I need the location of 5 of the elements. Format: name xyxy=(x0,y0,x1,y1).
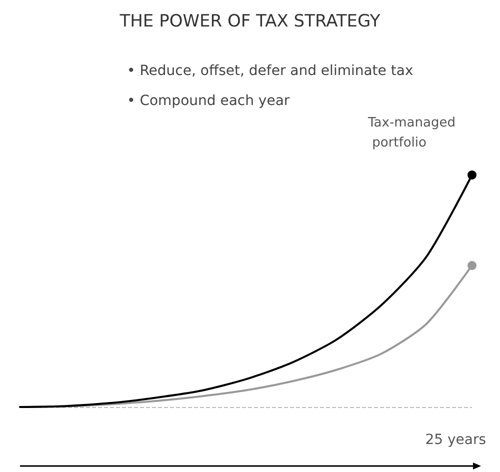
text: • Compound each year xyxy=(127,93,290,109)
chart-title: THE POWER OF TAX STRATEGY xyxy=(118,12,381,32)
text: • Reduce, offset, defer and eliminate tax xyxy=(127,63,414,79)
series-label: Tax-managed portfolio xyxy=(367,116,456,150)
x-axis-title: 25 years xyxy=(425,432,486,448)
